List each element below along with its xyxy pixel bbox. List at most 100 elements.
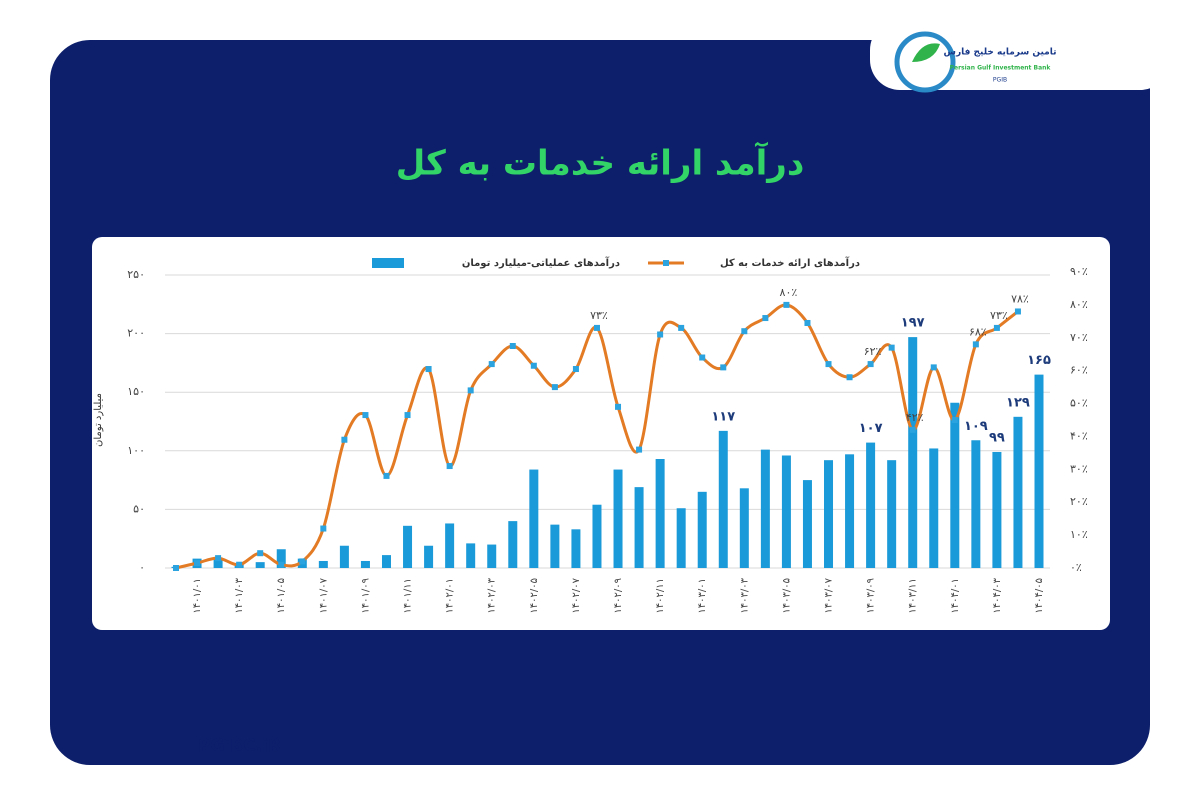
line-marker xyxy=(257,550,264,557)
bar xyxy=(360,560,370,568)
line-marker xyxy=(467,387,474,394)
line-marker xyxy=(383,472,390,479)
bar xyxy=(445,523,455,568)
bar-value-label: ۱۲۹ xyxy=(1006,395,1030,410)
line-value-label: ۷۳٪ xyxy=(590,309,608,322)
line-marker xyxy=(1014,308,1021,315)
legend-swatch xyxy=(372,258,404,268)
x-tick-label: ۱۴۰۱/۰۵ xyxy=(276,578,287,614)
line-marker xyxy=(825,361,832,368)
line-marker xyxy=(804,319,811,326)
y2-tick-label: ۴۰٪ xyxy=(1070,429,1088,442)
x-tick-label: ۱۴۰۱/۰۱ xyxy=(192,578,203,614)
line-marker xyxy=(972,341,979,348)
line-marker xyxy=(593,324,600,331)
x-tick-label: ۱۴۰۱/۰۳ xyxy=(234,577,245,613)
x-tick-label: ۱۴۰۴/۰۳ xyxy=(992,577,1003,613)
line-marker xyxy=(846,374,853,381)
line-marker xyxy=(173,565,179,571)
line-marker xyxy=(572,366,579,373)
line-marker xyxy=(299,558,306,565)
bar xyxy=(571,529,581,568)
y2-tick-label: ۸۰٪ xyxy=(1070,298,1088,311)
x-tick-label: ۱۴۰۲/۰۵ xyxy=(529,578,540,614)
y2-tick-label: ۵۰٪ xyxy=(1070,397,1088,410)
bar xyxy=(403,525,413,568)
x-tick-label: ۱۴۰۱/۰۷ xyxy=(318,577,329,613)
bar xyxy=(824,460,834,568)
bar xyxy=(529,469,539,568)
x-tick-label: ۱۴۰۴/۰۱ xyxy=(950,578,961,614)
x-tick-label: ۱۴۰۲/۰۳ xyxy=(487,577,498,613)
bar xyxy=(424,545,434,568)
y-tick-label: ۵۰ xyxy=(133,502,145,515)
line-marker xyxy=(446,463,453,470)
bar-value-label: ۱۰۹ xyxy=(964,419,988,434)
line-marker xyxy=(720,364,727,371)
line-marker xyxy=(636,446,643,453)
bar xyxy=(866,442,876,568)
x-tick-label: ۱۴۰۲/۱۱ xyxy=(655,578,666,614)
x-tick-label: ۱۴۰۱/۰۹ xyxy=(360,578,371,614)
x-tick-label: ۱۴۰۳/۰۷ xyxy=(824,577,835,613)
bar xyxy=(255,562,265,568)
bar xyxy=(950,402,960,568)
bar xyxy=(487,544,497,568)
logo-notch xyxy=(870,20,1170,90)
line-value-label: ۴۲٪ xyxy=(906,411,924,424)
y-tick-label: ۱۰۰ xyxy=(127,444,145,457)
logo-ring xyxy=(894,31,956,93)
bar-value-label: ۱۰۷ xyxy=(859,421,883,436)
bar xyxy=(508,521,518,568)
line-marker xyxy=(404,412,411,419)
bar xyxy=(739,488,749,568)
line-marker xyxy=(425,366,432,373)
y-tick-label: ۲۰۰ xyxy=(127,327,145,340)
bar xyxy=(276,549,286,568)
line-marker xyxy=(215,555,222,562)
line-marker xyxy=(762,315,769,322)
line-marker xyxy=(509,343,516,349)
y2-tick-label: ۱۰٪ xyxy=(1070,528,1088,541)
x-tick-label: ۱۴۰۴/۰۵ xyxy=(1034,578,1045,614)
y2-tick-label: ۰٪ xyxy=(1070,561,1082,574)
bar xyxy=(887,460,897,568)
y2-tick-label: ۹۰٪ xyxy=(1070,265,1088,278)
bar xyxy=(592,504,602,568)
line-marker xyxy=(194,560,201,567)
bar-value-label: ۱۹۷ xyxy=(901,316,925,331)
line-marker xyxy=(699,354,706,361)
bar xyxy=(634,487,644,568)
line-value-label: ۶۸٪ xyxy=(969,325,987,338)
x-tick-label: ۱۴۰۲/۰۷ xyxy=(571,577,582,613)
bar xyxy=(845,454,855,568)
line-marker xyxy=(741,328,748,335)
bar xyxy=(802,480,812,568)
line-marker xyxy=(362,412,369,419)
bar xyxy=(697,491,707,568)
legend-swatch-marker xyxy=(663,260,669,266)
y-tick-label: ۰ xyxy=(139,561,145,574)
bar xyxy=(339,545,349,568)
legend-label: درآمدهای عملیاتی-میلیارد تومان xyxy=(462,256,620,269)
line-value-label: ۶۲٪ xyxy=(864,345,882,358)
y-tick-label: ۱۵۰ xyxy=(127,385,145,398)
line-value-label: ۷۸٪ xyxy=(1011,292,1029,305)
line-marker xyxy=(888,344,895,351)
y2-tick-label: ۲۰٪ xyxy=(1070,495,1088,508)
line-marker xyxy=(951,417,958,423)
bar xyxy=(908,337,918,568)
x-tick-label: ۱۴۰۳/۰۱ xyxy=(697,578,708,614)
line-marker xyxy=(551,384,558,391)
bar xyxy=(718,430,728,568)
bar xyxy=(550,524,560,568)
y2-tick-label: ۳۰٪ xyxy=(1070,462,1088,475)
y2-tick-label: ۷۰٪ xyxy=(1070,331,1088,344)
line-value-label: ۷۳٪ xyxy=(990,309,1008,322)
line-marker xyxy=(236,561,243,568)
line-marker xyxy=(341,436,348,443)
bar xyxy=(971,440,981,568)
x-tick-label: ۱۴۰۱/۱۱ xyxy=(403,578,414,614)
x-tick-label: ۱۴۰۳/۰۳ xyxy=(739,577,750,613)
